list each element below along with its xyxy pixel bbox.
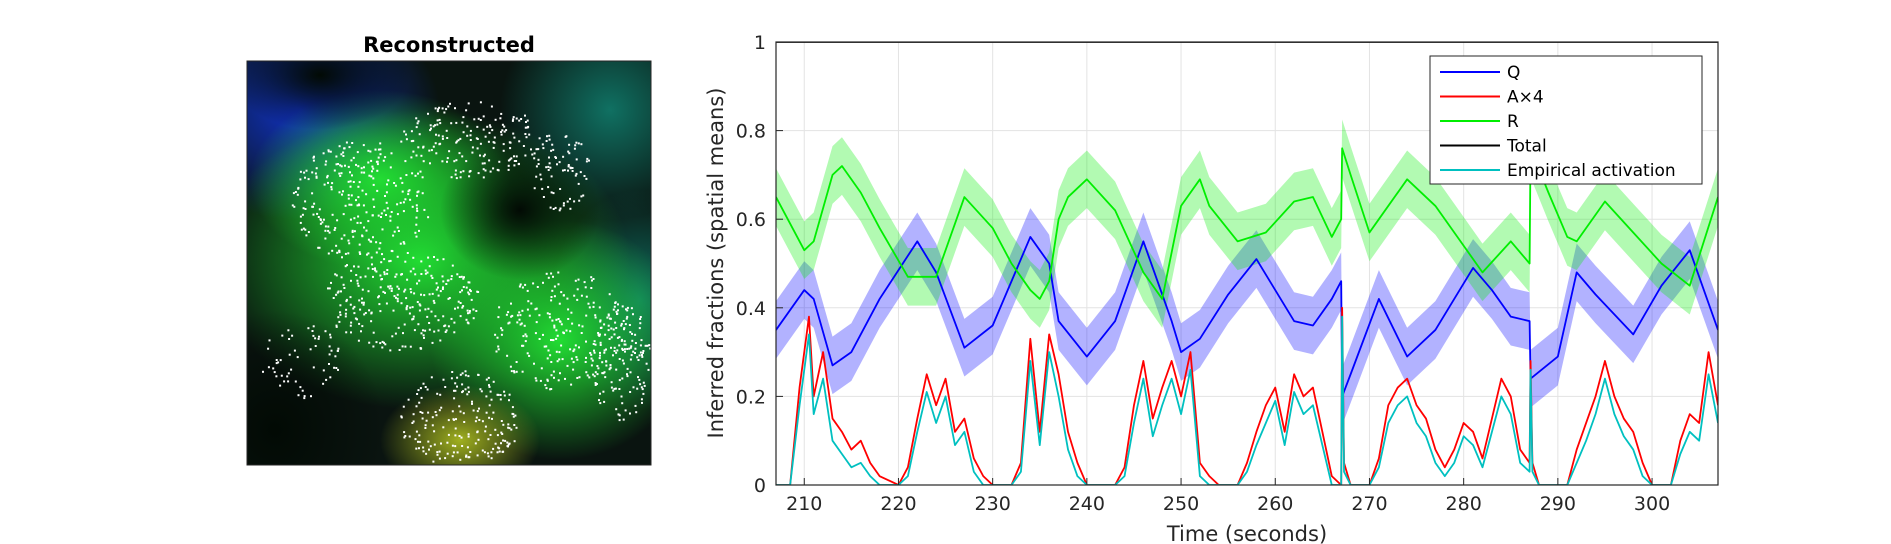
reconstructed-image: [247, 61, 651, 465]
y-tick-label: 1: [754, 32, 766, 54]
x-tick-label: 240: [1069, 493, 1105, 515]
legend-label-0: Q: [1507, 63, 1520, 83]
plot-frame: [775, 41, 1719, 486]
legend: Q A×4 R Total Empirical activation: [1429, 55, 1703, 185]
x-tick-label: 230: [975, 493, 1011, 515]
series-line-1: [776, 306, 1718, 485]
x-tick-label: 210: [786, 493, 822, 515]
y-tick-label: 0.6: [736, 209, 766, 231]
y-tick-label: 0.8: [736, 121, 766, 143]
y-tick-label: 0.2: [736, 386, 766, 408]
axis-ticks: 210 220 230 240 250 260 270 280 290 300 0 0.2 0.4 0.6…: [736, 32, 1670, 515]
series-line-4: [776, 315, 1718, 485]
x-tick-label: 220: [880, 493, 916, 515]
scatter-dots: [262, 101, 651, 465]
y-tick-label: 0.4: [736, 298, 766, 320]
legend-label-4: Empirical activation: [1507, 161, 1676, 181]
x-tick-label: 280: [1446, 493, 1482, 515]
x-tick-label: 300: [1634, 493, 1670, 515]
left-panel-title: Reconstructed: [363, 33, 535, 57]
band-2: [776, 119, 1718, 328]
x-axis-label: Time (seconds): [1166, 522, 1327, 544]
legend-label-1: A×4: [1507, 88, 1544, 108]
y-tick-label: 0: [754, 475, 766, 497]
series-line-0: [776, 236, 1718, 398]
legend-label-2: R: [1507, 112, 1519, 132]
image-frame: [246, 60, 652, 466]
x-tick-label: 260: [1257, 493, 1293, 515]
legend-label-3: Total: [1506, 137, 1547, 157]
y-axis-label: Inferred fractions (spatial means): [704, 88, 728, 439]
chart: 210 220 230 240 250 260 270 280 290 300 0 0.2 0.4 0.6…: [704, 32, 1719, 544]
x-tick-label: 270: [1351, 493, 1387, 515]
x-tick-label: 290: [1540, 493, 1576, 515]
x-tick-label: 250: [1163, 493, 1199, 515]
